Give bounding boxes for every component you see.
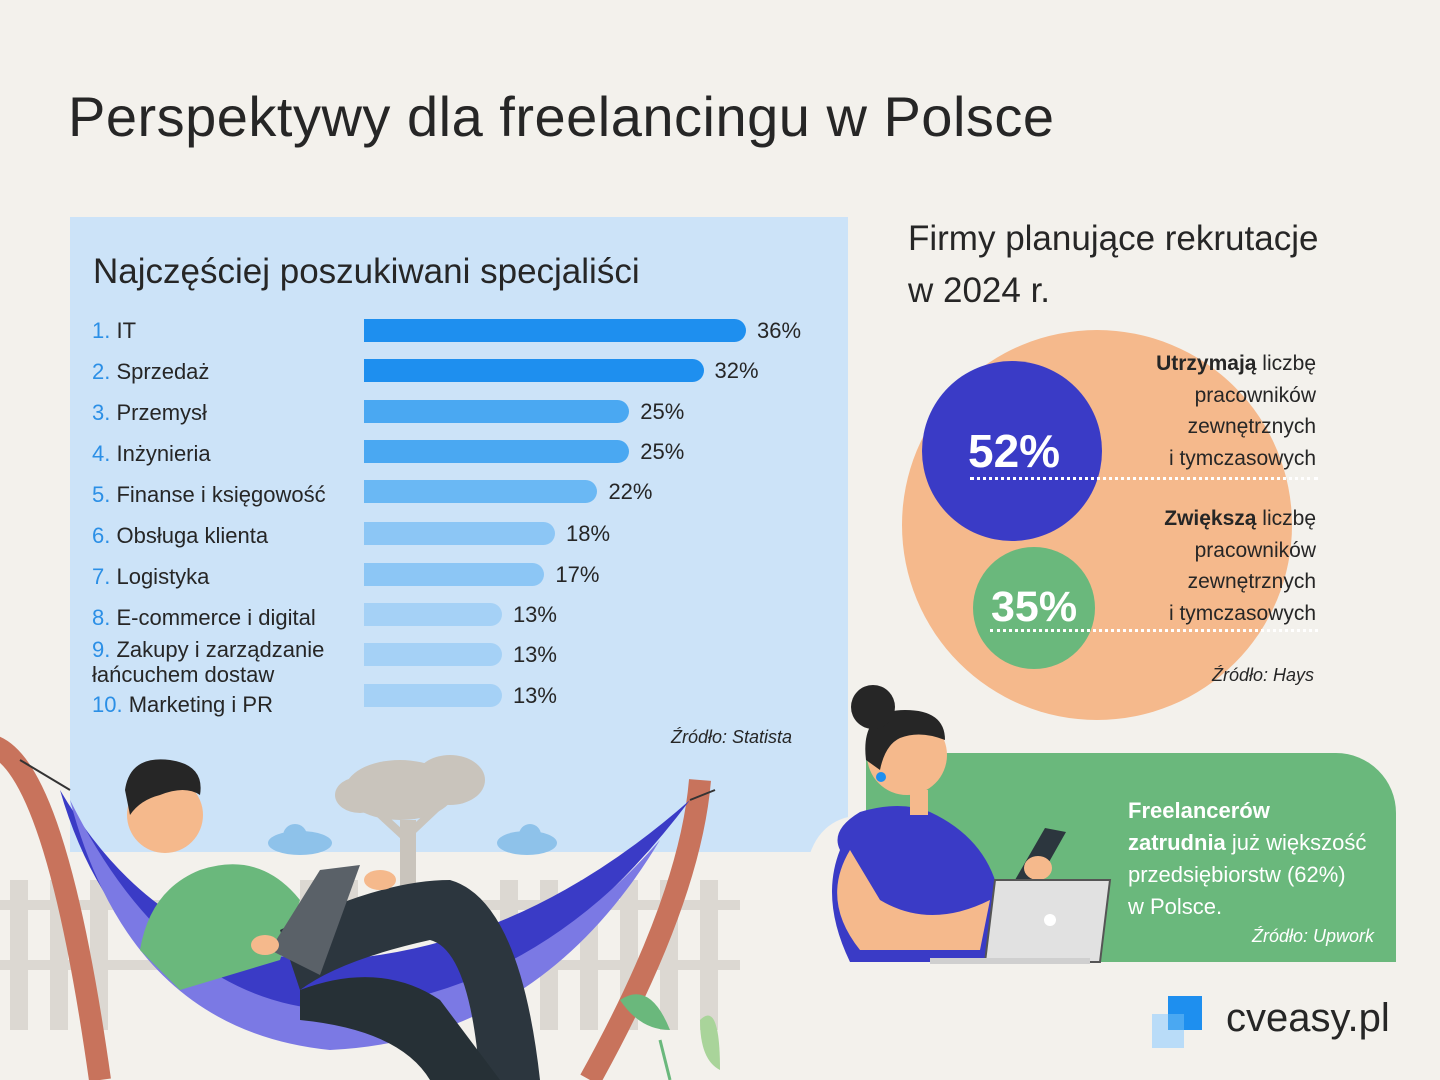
increase-divider	[990, 629, 1318, 632]
increase-line3: zewnętrznych	[1187, 570, 1316, 593]
bar-category-number: 8.	[92, 605, 117, 630]
bar-category-number: 4.	[92, 441, 117, 466]
increase-circle	[973, 547, 1095, 669]
keep-line1-rest: liczbę	[1256, 352, 1316, 375]
bar	[364, 359, 704, 382]
bar-category-number: 2.	[92, 359, 117, 384]
bar-category-label: 2. Sprzedaż	[92, 359, 209, 384]
brand-name: cveasy.pl	[1226, 996, 1390, 1040]
bar-category-text: Marketing i PR	[128, 692, 273, 717]
bar-category-label: 3. Przemysł	[92, 400, 207, 425]
bar	[364, 563, 545, 586]
keep-circle	[922, 361, 1102, 541]
bar	[364, 643, 502, 666]
cveasy-logo-icon	[1152, 996, 1202, 1048]
bar-category-number: 1.	[92, 318, 117, 343]
bar-category-label: 8. E-commerce i digital	[92, 605, 316, 630]
recruitment-title-line2: w 2024 r.	[908, 271, 1051, 310]
bar-value-label: 32%	[714, 358, 759, 383]
plant-icon	[620, 994, 720, 1080]
bar	[364, 440, 630, 463]
recruitment-title: Firmy planujące rekrutacje w 2024 r.	[908, 213, 1318, 317]
bar-value-label: 25%	[640, 399, 685, 424]
bar-category-number: 5.	[92, 482, 117, 507]
freelancers-line1: Freelancerów	[1128, 795, 1388, 827]
bar-value-label: 22%	[608, 479, 653, 504]
freelancers-text: Freelancerów zatrudnia już większość prz…	[1128, 795, 1388, 923]
bar-category-label: 5. Finanse i księgowość	[92, 482, 326, 507]
bar-category-number: 7.	[92, 564, 117, 589]
bar-category-text: IT	[116, 318, 137, 343]
keep-divider	[970, 477, 1318, 480]
bar-category-text: E-commerce i digital	[116, 605, 316, 630]
freelancers-bold2: zatrudnia	[1128, 830, 1226, 855]
bar-category-text: Finanse i księgowość	[116, 482, 326, 507]
upwork-source: Źródło: Upwork	[1251, 926, 1374, 946]
recruitment-title-line1: Firmy planujące rekrutacje	[908, 219, 1319, 258]
bar-category-text: Inżynieria	[116, 441, 211, 466]
increase-percentage: 35%	[991, 583, 1078, 631]
freelancers-line3: przedsiębiorstw (62%)	[1128, 862, 1346, 887]
bar	[364, 400, 630, 423]
bar	[364, 684, 502, 707]
bar-value-label: 36%	[757, 318, 802, 343]
bar-category-text: Sprzedaż	[116, 359, 210, 384]
keep-line3: zewnętrznych	[1187, 415, 1316, 438]
keep-line2: pracowników	[1194, 383, 1316, 407]
bar-value-label: 17%	[555, 562, 600, 587]
bar-category-number: 6.	[92, 523, 117, 548]
freelancers-bold1: Freelancerów	[1128, 798, 1270, 823]
bar-category-number: 10.	[92, 692, 129, 717]
bar	[364, 522, 555, 545]
increase-line1: Zwiększą liczbę	[1096, 503, 1316, 535]
hays-source: Źródło: Hays	[1212, 665, 1315, 685]
bar-category-text: Przemysł	[116, 400, 207, 425]
keep-percentage: 52%	[968, 425, 1061, 477]
bar-category-label: 1. IT	[92, 318, 136, 343]
increase-bold: Zwiększą	[1164, 507, 1257, 530]
bar-category-label: 7. Logistyka	[92, 564, 209, 589]
freelancers-line2-rest: już większość	[1225, 830, 1367, 855]
bar-value-label: 25%	[640, 439, 685, 464]
bar-value-label: 18%	[566, 521, 611, 546]
increase-description: Zwiększą liczbę pracowników zewnętrznych…	[1096, 503, 1316, 629]
bar-value-label: 13%	[512, 642, 557, 667]
bar-category-label: 9. Zakupy i zarządzanie łańcuchem dostaw	[92, 637, 324, 687]
bar-category-number: 3.	[92, 400, 117, 425]
increase-line4: i tymczasowych	[1168, 601, 1316, 625]
bar	[364, 603, 502, 626]
keep-description: Utrzymają liczbę pracowników zewnętrznyc…	[1096, 348, 1316, 474]
page-title: Perspektywy dla freelancingu w Polsce	[68, 85, 1055, 148]
bar-category-text: Zakupy i zarządzanie łańcuchem dostaw	[92, 637, 325, 687]
bar	[364, 480, 598, 503]
statista-source: Źródło: Statista	[671, 727, 793, 747]
freelancers-line2: zatrudnia już większość	[1128, 827, 1388, 859]
bar-category-text: Logistyka	[116, 564, 210, 589]
keep-line1: Utrzymają liczbę	[1096, 348, 1316, 380]
bar	[364, 319, 746, 342]
chart-title: Najczęściej poszukiwani specjaliści	[93, 252, 640, 291]
bar-category-text: Obsługa klienta	[116, 523, 269, 548]
bar-category-number: 9.	[92, 637, 117, 662]
bar-value-label: 13%	[512, 602, 557, 627]
bar-value-label: 13%	[512, 683, 557, 708]
keep-line4: i tymczasowych	[1168, 446, 1316, 470]
increase-line1-rest: liczbę	[1256, 507, 1316, 530]
increase-line2: pracowników	[1194, 538, 1316, 562]
keep-bold: Utrzymają	[1156, 352, 1257, 375]
fence-icon	[0, 880, 740, 1030]
bar-category-label: 4. Inżynieria	[92, 441, 211, 466]
bar-category-label: 10. Marketing i PR	[92, 692, 273, 717]
freelancers-line4: w Polsce.	[1128, 894, 1223, 919]
bar-category-label: 6. Obsługa klienta	[92, 523, 268, 548]
